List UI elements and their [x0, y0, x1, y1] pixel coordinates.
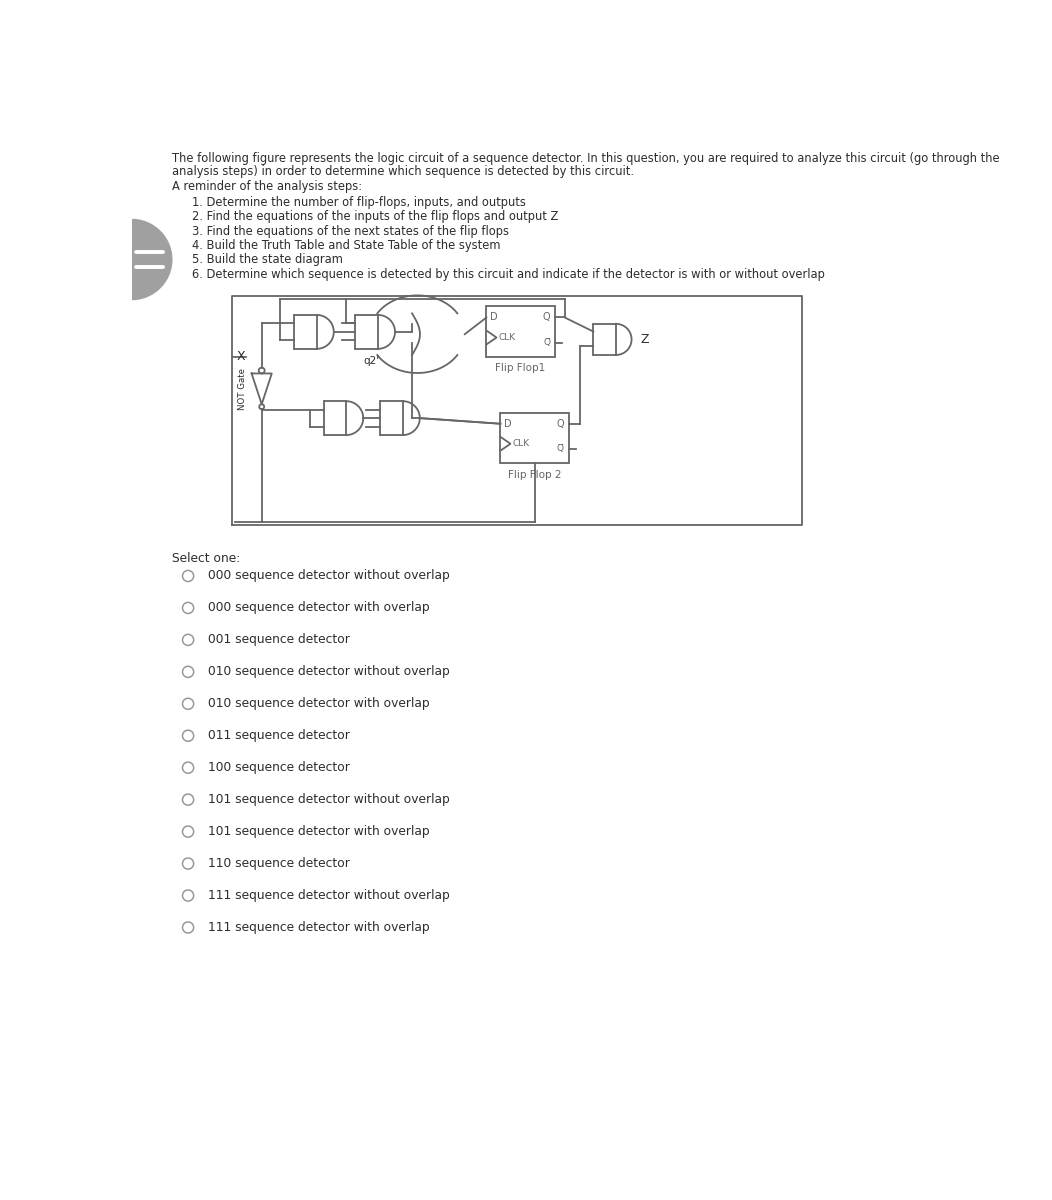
Text: 000 sequence detector with overlap: 000 sequence detector with overlap	[208, 601, 430, 614]
Text: D: D	[504, 419, 512, 428]
Text: 010 sequence detector with overlap: 010 sequence detector with overlap	[208, 697, 430, 710]
Text: 110 sequence detector: 110 sequence detector	[208, 857, 350, 870]
Text: Z: Z	[641, 332, 649, 346]
Text: Q: Q	[557, 419, 564, 428]
Text: Q̅: Q̅	[543, 338, 550, 347]
Text: 011 sequence detector: 011 sequence detector	[208, 730, 350, 743]
Text: Flip Flop1: Flip Flop1	[495, 364, 546, 373]
Text: A reminder of the analysis steps:: A reminder of the analysis steps:	[171, 180, 362, 193]
Text: 111 sequence detector without overlap: 111 sequence detector without overlap	[208, 889, 450, 902]
Bar	[486, 306, 554, 356]
Text: 101 sequence detector with overlap: 101 sequence detector with overlap	[208, 826, 430, 838]
Bar	[501, 413, 568, 463]
Text: 2. Find the equations of the inputs of the flip flops and output Z: 2. Find the equations of the inputs of t…	[191, 210, 559, 223]
Text: Q: Q	[543, 312, 550, 323]
Text: D: D	[490, 312, 498, 323]
Text: 000 sequence detector without overlap: 000 sequence detector without overlap	[208, 570, 450, 582]
Text: X: X	[237, 350, 245, 364]
Text: Select one:: Select one:	[171, 552, 240, 565]
Text: 001 sequence detector: 001 sequence detector	[208, 634, 350, 647]
Text: 010 sequence detector without overlap: 010 sequence detector without overlap	[208, 665, 450, 678]
Text: CLK: CLK	[512, 439, 529, 449]
Text: q2': q2'	[363, 355, 380, 366]
Text: 101 sequence detector without overlap: 101 sequence detector without overlap	[208, 793, 450, 806]
Text: 100 sequence detector: 100 sequence detector	[208, 761, 350, 774]
Text: 6. Determine which sequence is detected by this circuit and indicate if the dete: 6. Determine which sequence is detected …	[191, 268, 825, 281]
Text: 3. Find the equations of the next states of the flip flops: 3. Find the equations of the next states…	[191, 224, 509, 238]
Text: The following figure represents the logic circuit of a sequence detector. In thi: The following figure represents the logi…	[171, 151, 999, 164]
Text: analysis steps) in order to determine which sequence is detected by this circuit: analysis steps) in order to determine wh…	[171, 164, 633, 178]
Text: Flip Flop 2: Flip Flop 2	[508, 469, 562, 480]
Text: 4. Build the Truth Table and State Table of the system: 4. Build the Truth Table and State Table…	[191, 239, 501, 252]
Polygon shape	[132, 220, 171, 300]
Text: Q̅: Q̅	[557, 444, 564, 454]
Text: 5. Build the state diagram: 5. Build the state diagram	[191, 253, 343, 266]
Text: NOT Gate: NOT Gate	[238, 368, 247, 410]
Text: 1. Determine the number of flip-flops, inputs, and outputs: 1. Determine the number of flip-flops, i…	[191, 196, 526, 209]
Text: CLK: CLK	[498, 334, 515, 342]
Text: 111 sequence detector with overlap: 111 sequence detector with overlap	[208, 920, 430, 934]
